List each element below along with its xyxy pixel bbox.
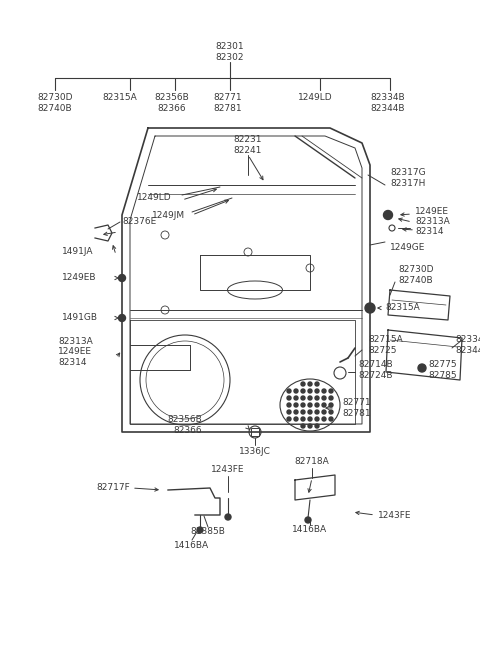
Circle shape — [384, 210, 393, 219]
Circle shape — [294, 410, 298, 414]
Text: 1243FE: 1243FE — [211, 466, 245, 474]
Text: 82315A: 82315A — [385, 303, 420, 312]
Circle shape — [308, 424, 312, 428]
Text: 82317G
82317H: 82317G 82317H — [390, 168, 426, 188]
Text: 82730D
82740B: 82730D 82740B — [37, 93, 73, 113]
Circle shape — [287, 389, 291, 393]
Text: 82771
82781: 82771 82781 — [342, 398, 371, 418]
Circle shape — [322, 410, 326, 414]
Circle shape — [305, 517, 311, 523]
Circle shape — [329, 403, 333, 407]
Circle shape — [301, 396, 305, 400]
Circle shape — [329, 396, 333, 400]
Text: 1249EB: 1249EB — [62, 274, 96, 282]
Circle shape — [315, 417, 319, 421]
Text: 82231
82241: 82231 82241 — [234, 135, 262, 155]
Circle shape — [322, 417, 326, 421]
Circle shape — [308, 417, 312, 421]
Text: 1491GB: 1491GB — [62, 314, 98, 322]
Text: 82730D
82740B: 82730D 82740B — [398, 265, 433, 285]
Circle shape — [418, 364, 426, 372]
Circle shape — [301, 410, 305, 414]
Circle shape — [308, 410, 312, 414]
Text: 82356B
82366: 82356B 82366 — [155, 93, 190, 113]
Bar — [251, 428, 259, 436]
Circle shape — [322, 389, 326, 393]
Text: 1249EE: 1249EE — [415, 208, 449, 217]
Circle shape — [365, 303, 375, 313]
Text: 1491JA: 1491JA — [62, 248, 94, 257]
Circle shape — [301, 389, 305, 393]
Text: 82301
82302: 82301 82302 — [216, 42, 244, 62]
Circle shape — [287, 417, 291, 421]
Circle shape — [315, 424, 319, 428]
Text: 82717F: 82717F — [96, 483, 130, 493]
Circle shape — [301, 382, 305, 386]
Text: 1243FE: 1243FE — [378, 510, 411, 519]
Circle shape — [119, 274, 125, 282]
Circle shape — [322, 396, 326, 400]
Text: 1416BA: 1416BA — [292, 525, 327, 534]
Circle shape — [315, 403, 319, 407]
Circle shape — [329, 389, 333, 393]
Circle shape — [294, 389, 298, 393]
Circle shape — [294, 396, 298, 400]
Circle shape — [225, 514, 231, 520]
Circle shape — [294, 417, 298, 421]
Text: 82376E: 82376E — [122, 217, 156, 227]
Text: 82313A
1249EE
82314: 82313A 1249EE 82314 — [58, 337, 93, 367]
Text: 1249GE: 1249GE — [390, 244, 425, 252]
Circle shape — [308, 403, 312, 407]
Text: 1249LD: 1249LD — [298, 94, 332, 102]
Circle shape — [301, 417, 305, 421]
Text: 82714B
82724B: 82714B 82724B — [358, 360, 393, 380]
Circle shape — [322, 403, 326, 407]
Text: 82314: 82314 — [415, 227, 444, 236]
Circle shape — [287, 410, 291, 414]
Circle shape — [294, 403, 298, 407]
Circle shape — [287, 396, 291, 400]
Circle shape — [329, 417, 333, 421]
Circle shape — [329, 410, 333, 414]
Text: 82334B
82344B: 82334B 82344B — [455, 335, 480, 355]
Text: 81385B: 81385B — [191, 527, 226, 536]
Circle shape — [197, 527, 203, 533]
Text: 82715A
82725: 82715A 82725 — [368, 335, 403, 355]
Text: 1249JM: 1249JM — [152, 210, 185, 219]
Circle shape — [315, 396, 319, 400]
Circle shape — [315, 389, 319, 393]
Text: 1249LD: 1249LD — [137, 193, 172, 202]
Circle shape — [308, 389, 312, 393]
Circle shape — [308, 382, 312, 386]
Circle shape — [301, 403, 305, 407]
Circle shape — [119, 314, 125, 322]
Text: 82771
82781: 82771 82781 — [214, 93, 242, 113]
Circle shape — [287, 403, 291, 407]
Text: 82315A: 82315A — [103, 94, 137, 102]
Circle shape — [308, 396, 312, 400]
Circle shape — [315, 382, 319, 386]
Text: 82313A: 82313A — [415, 217, 450, 227]
Text: 82775
82785: 82775 82785 — [428, 360, 456, 380]
Text: 82334B
82344B: 82334B 82344B — [371, 93, 405, 113]
Text: 82718A: 82718A — [295, 457, 329, 466]
Circle shape — [301, 424, 305, 428]
Circle shape — [315, 410, 319, 414]
Text: 1416BA: 1416BA — [174, 540, 210, 550]
Text: 1336JC: 1336JC — [239, 447, 271, 457]
Text: 82356B
82366: 82356B 82366 — [167, 415, 202, 435]
